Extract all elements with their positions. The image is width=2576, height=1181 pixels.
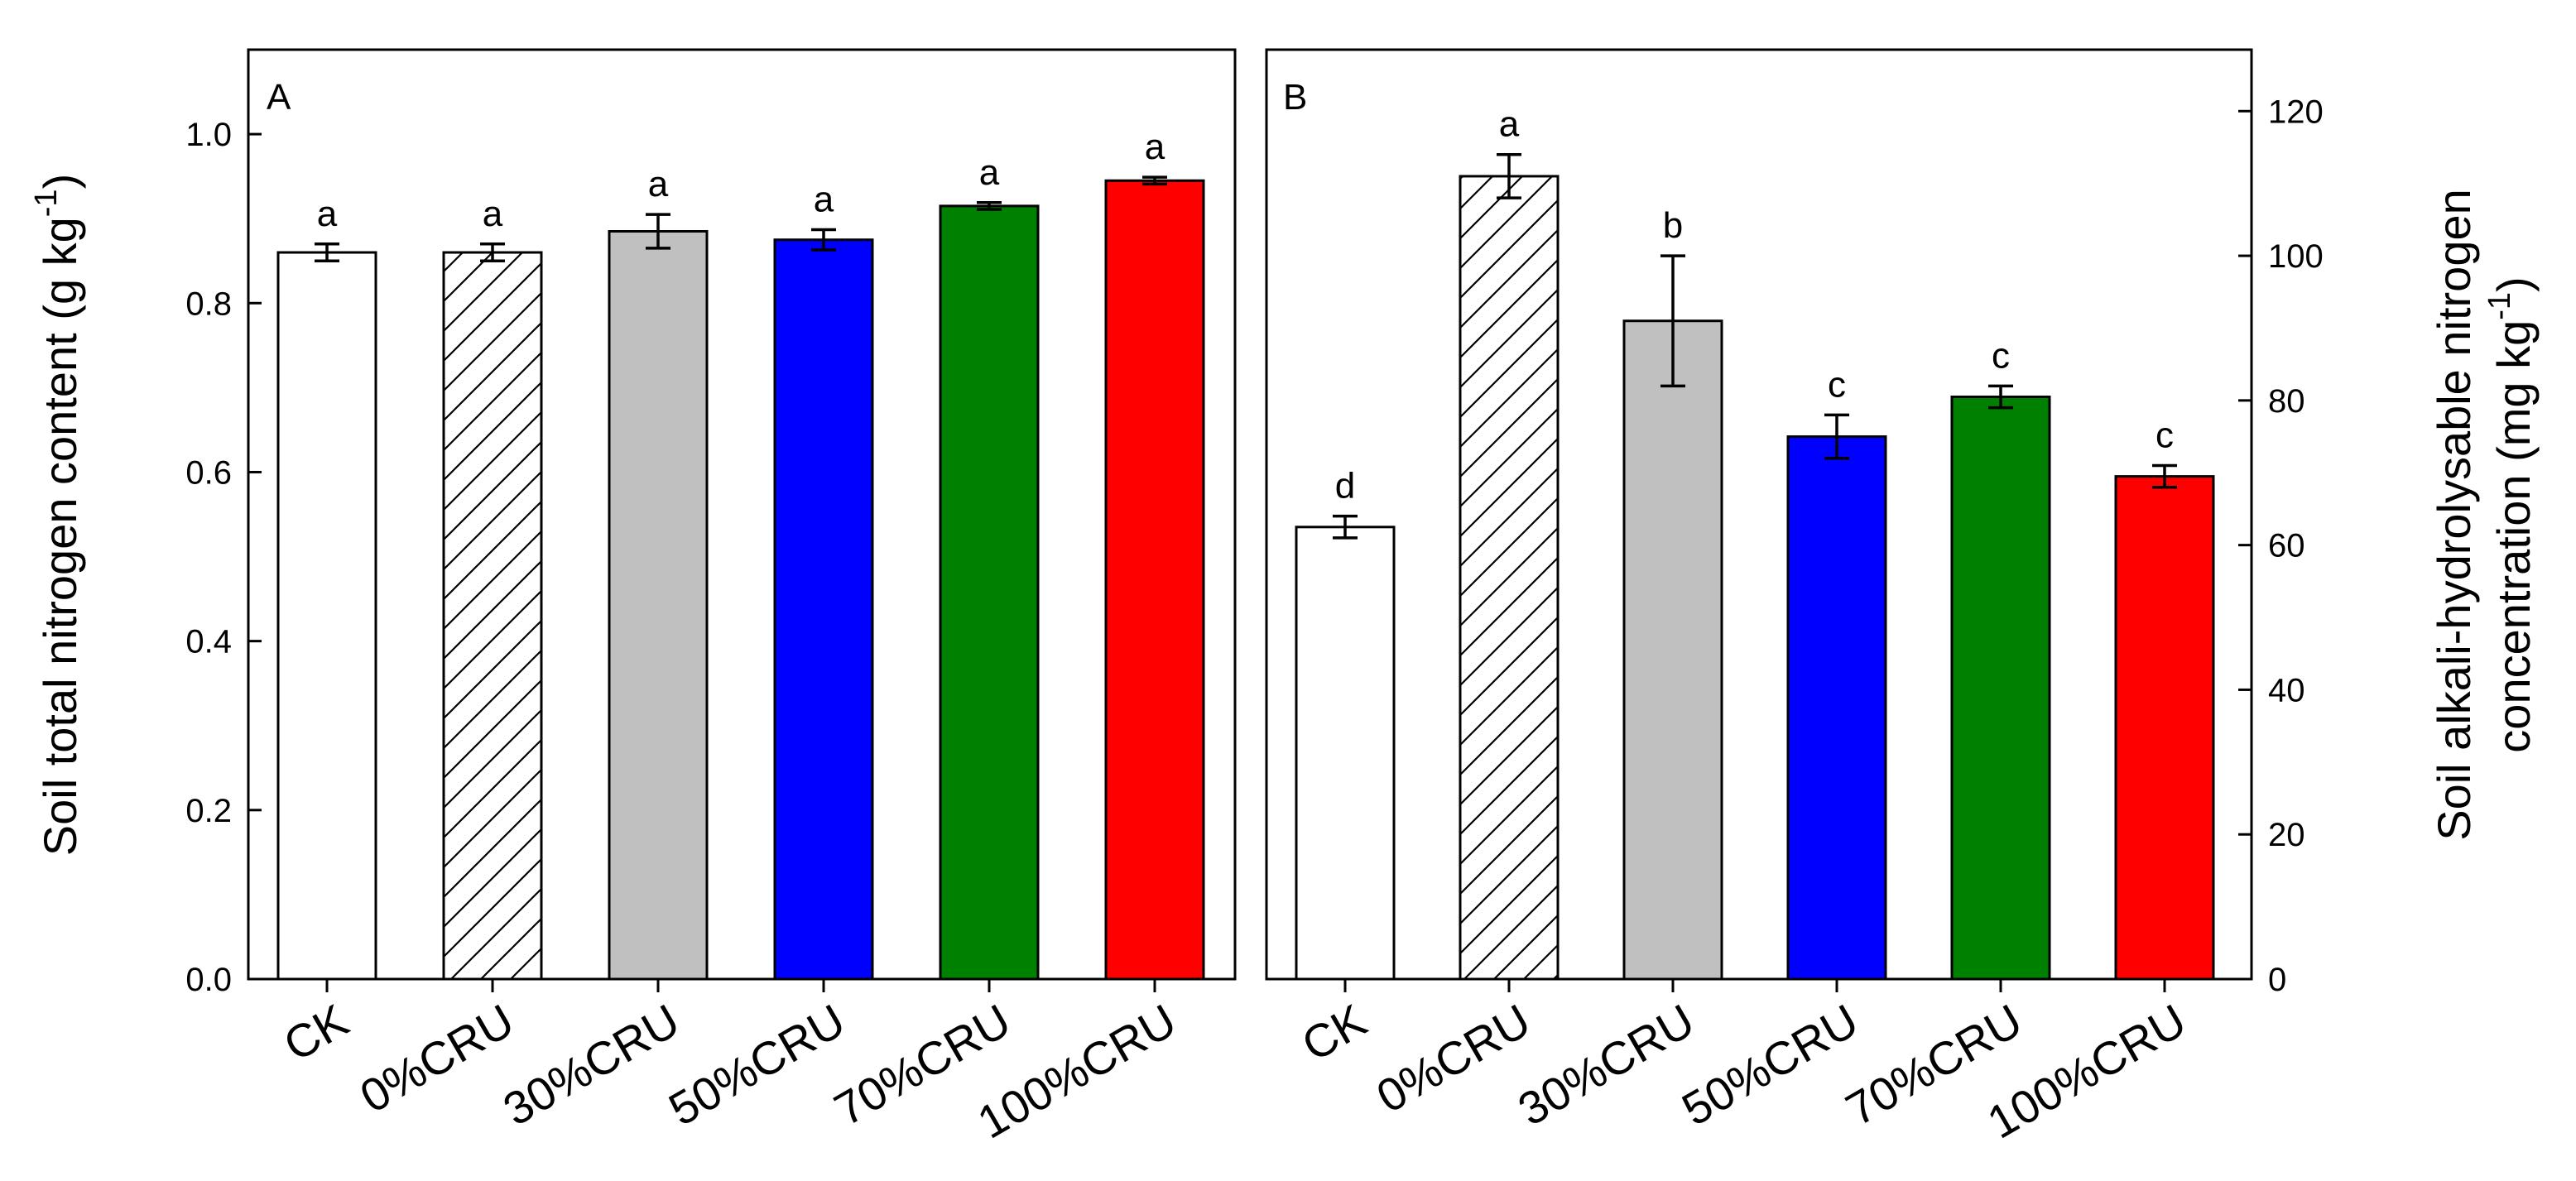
panel-a-significance-letter: a bbox=[1145, 127, 1165, 167]
panel-a-letter: A bbox=[267, 77, 291, 118]
panel-b-y-tick-label: 20 bbox=[2268, 817, 2305, 853]
panel-a-y-tick-label: 0.2 bbox=[185, 793, 232, 829]
panel-b-significance-letter: c bbox=[1992, 335, 2010, 376]
panel-b-bar bbox=[1459, 175, 1560, 981]
panel-b-y-axis-title-line2: concentration (mg kg-1) bbox=[2482, 276, 2540, 752]
panel-b-category-label: 0%CRU bbox=[1367, 994, 1539, 1123]
panel-a-error-bar bbox=[977, 201, 1002, 211]
panel-a-y-tick-label: 0.4 bbox=[185, 624, 232, 660]
panel-a-significance-letter: a bbox=[317, 194, 338, 234]
panel-b-bar bbox=[1622, 319, 1723, 981]
panel-b-y-tick-label: 60 bbox=[2268, 528, 2305, 564]
panel-a-bars: a a a a a a bbox=[276, 127, 1205, 981]
panel-b-y-tick-label: 0 bbox=[2268, 962, 2286, 998]
panel-a-y-axis-title: Soil total nitrogen content (g kg-1) bbox=[29, 174, 86, 856]
panel-a-category-label: 0%CRU bbox=[351, 994, 522, 1123]
panel-b-y-tick-label: 40 bbox=[2268, 672, 2305, 708]
panel-a-y-tick-label: 0.8 bbox=[185, 286, 232, 322]
panel-b-significance-letter: d bbox=[1335, 466, 1355, 506]
panel-a-error-bar bbox=[811, 228, 836, 252]
panel-b-category-label: 50%CRU bbox=[1673, 994, 1867, 1135]
panel-b-bars: d a b c c c bbox=[1295, 104, 2215, 981]
panel-a-significance-letter: a bbox=[979, 152, 1000, 193]
panel-b-bar bbox=[1295, 526, 1396, 981]
panel-a-y-tick-label: 1.0 bbox=[185, 117, 232, 153]
panel-b-y-tick-label: 80 bbox=[2268, 383, 2305, 420]
panel-a-bar bbox=[442, 251, 543, 981]
panel-a-significance-letter: a bbox=[648, 164, 669, 204]
panel-b-category-label: CK bbox=[1293, 994, 1375, 1071]
panel-b-y-axis-title-line1: Soil alkali-hydrolysable nitrogen bbox=[2428, 189, 2480, 841]
panel-a-category-label: CK bbox=[275, 994, 357, 1071]
panel-b: B Soil alkali-hydrolysable nitrogen conc… bbox=[1265, 48, 2540, 1149]
panel-b-error-bar bbox=[1824, 413, 1849, 460]
panel-a-bar bbox=[276, 251, 377, 981]
panel-b-error-bar bbox=[1333, 514, 1358, 540]
panel-a-significance-letter: a bbox=[483, 194, 503, 234]
panel-b-y-tick-label: 120 bbox=[2268, 94, 2324, 130]
panel-a-bar bbox=[1104, 179, 1205, 981]
panel-b-error-bar bbox=[2152, 463, 2177, 489]
panel-b-error-bar bbox=[1660, 254, 1685, 388]
panel-b-error-bar bbox=[1988, 384, 2013, 410]
panel-a-error-bar bbox=[1142, 175, 1167, 186]
panel-b-category-label: 30%CRU bbox=[1509, 994, 1703, 1135]
panel-b-significance-letter: c bbox=[2155, 415, 2174, 456]
panel-a-bar bbox=[608, 229, 709, 981]
panel-a-error-bar bbox=[646, 213, 670, 250]
panel-a-category-label: 50%CRU bbox=[660, 994, 853, 1135]
panel-b-significance-letter: c bbox=[1828, 364, 1846, 405]
panel-a-y-tick-label: 0.0 bbox=[185, 962, 232, 998]
panel-b-frame bbox=[1265, 48, 2253, 981]
panel-b-significance-letter: b bbox=[1663, 205, 1683, 246]
panel-a: A Soil total nitrogen content (g kg-1) a… bbox=[29, 48, 1237, 1149]
panel-b-error-bar bbox=[1497, 152, 1521, 199]
panel-b-bar bbox=[1786, 435, 1887, 981]
panel-b-bar bbox=[2114, 475, 2215, 981]
panel-a-significance-letter: a bbox=[814, 179, 834, 219]
panel-a-error-bar bbox=[315, 242, 339, 262]
panel-b-bar bbox=[1950, 395, 2051, 981]
panel-a-y-tick-label: 0.6 bbox=[185, 454, 232, 491]
panel-a-frame bbox=[247, 48, 1237, 981]
panel-b-y-tick-label: 100 bbox=[2268, 238, 2324, 275]
panel-a-error-bar bbox=[480, 242, 505, 262]
panel-a-bar bbox=[939, 204, 1040, 981]
panel-b-significance-letter: a bbox=[1499, 104, 1520, 145]
panel-b-letter: B bbox=[1283, 77, 1307, 118]
panel-a-category-label: 30%CRU bbox=[494, 994, 688, 1135]
panel-a-bar bbox=[773, 238, 874, 981]
